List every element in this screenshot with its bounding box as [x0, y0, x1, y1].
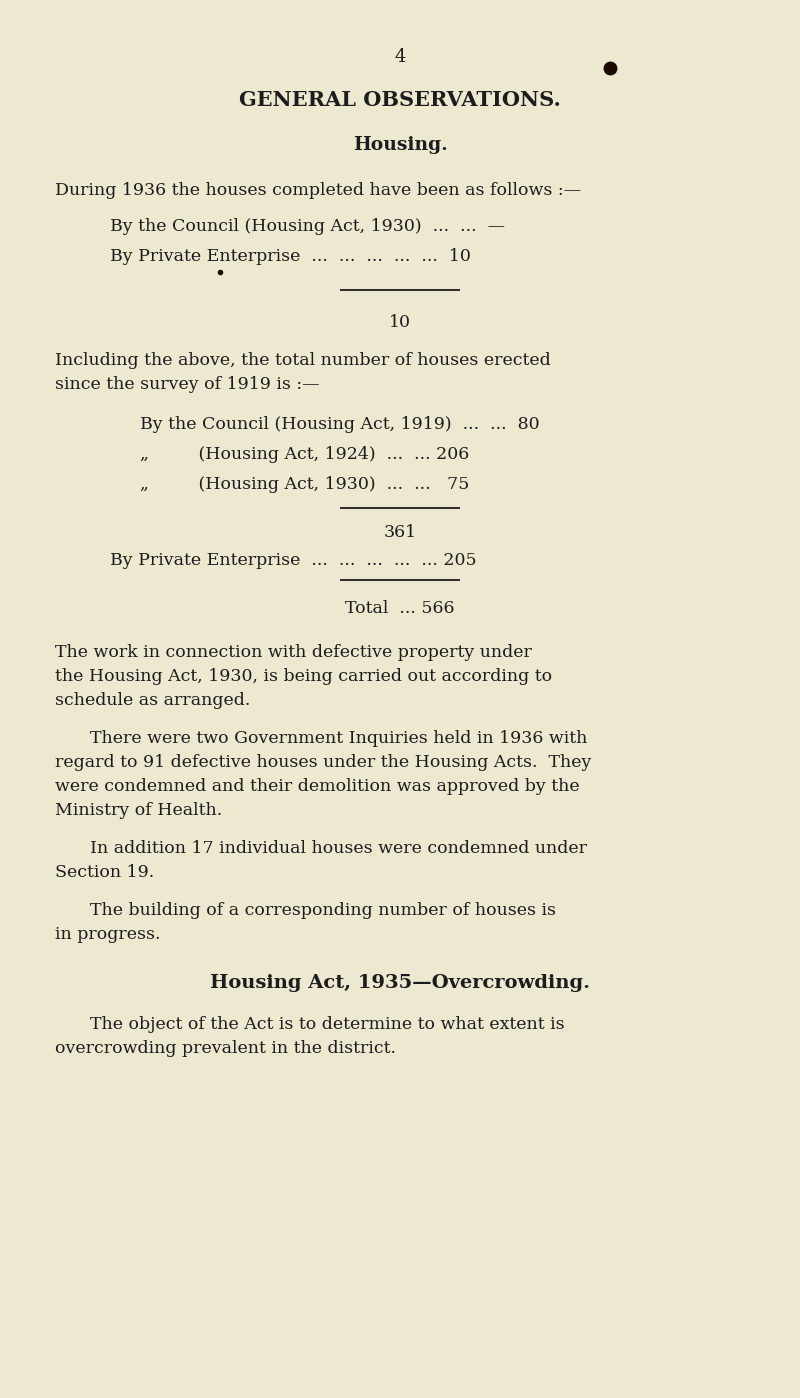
Text: were condemned and their demolition was approved by the: were condemned and their demolition was …	[55, 779, 580, 795]
Text: By Private Enterprise  ...  ...  ...  ...  ...  10: By Private Enterprise ... ... ... ... ..…	[110, 247, 471, 266]
Text: By the Council (Housing Act, 1930)  ...  ...  —: By the Council (Housing Act, 1930) ... .…	[110, 218, 505, 235]
Text: GENERAL OBSERVATIONS.: GENERAL OBSERVATIONS.	[239, 89, 561, 110]
Text: By Private Enterprise  ...  ...  ...  ...  ... 205: By Private Enterprise ... ... ... ... ..…	[110, 552, 477, 569]
Text: „         (Housing Act, 1930)  ...  ...   75: „ (Housing Act, 1930) ... ... 75	[140, 475, 470, 493]
Text: Ministry of Health.: Ministry of Health.	[55, 802, 222, 819]
Text: During 1936 the houses completed have been as follows :—: During 1936 the houses completed have be…	[55, 182, 581, 199]
Text: There were two Government Inquiries held in 1936 with: There were two Government Inquiries held…	[90, 730, 587, 747]
Text: Total  ... 566: Total ... 566	[346, 600, 454, 617]
Text: Housing.: Housing.	[353, 136, 447, 154]
Text: 361: 361	[383, 524, 417, 541]
Text: in progress.: in progress.	[55, 925, 161, 944]
Text: schedule as arranged.: schedule as arranged.	[55, 692, 250, 709]
Text: the Housing Act, 1930, is being carried out according to: the Housing Act, 1930, is being carried …	[55, 668, 552, 685]
Text: „         (Housing Act, 1924)  ...  ... 206: „ (Housing Act, 1924) ... ... 206	[140, 446, 470, 463]
Text: Housing Act, 1935—Overcrowding.: Housing Act, 1935—Overcrowding.	[210, 974, 590, 993]
Text: regard to 91 defective houses under the Housing Acts.  They: regard to 91 defective houses under the …	[55, 754, 591, 772]
Text: Including the above, the total number of houses erected: Including the above, the total number of…	[55, 352, 550, 369]
Text: The object of the Act is to determine to what extent is: The object of the Act is to determine to…	[90, 1016, 565, 1033]
Text: since the survey of 1919 is :—: since the survey of 1919 is :—	[55, 376, 319, 393]
Text: By the Council (Housing Act, 1919)  ...  ...  80: By the Council (Housing Act, 1919) ... .…	[140, 417, 540, 433]
Text: The building of a corresponding number of houses is: The building of a corresponding number o…	[90, 902, 556, 918]
Text: 10: 10	[389, 315, 411, 331]
Text: Section 19.: Section 19.	[55, 864, 154, 881]
Text: In addition 17 individual houses were condemned under: In addition 17 individual houses were co…	[90, 840, 587, 857]
Text: The work in connection with defective property under: The work in connection with defective pr…	[55, 644, 532, 661]
Text: overcrowding prevalent in the district.: overcrowding prevalent in the district.	[55, 1040, 396, 1057]
Text: 4: 4	[394, 48, 406, 66]
